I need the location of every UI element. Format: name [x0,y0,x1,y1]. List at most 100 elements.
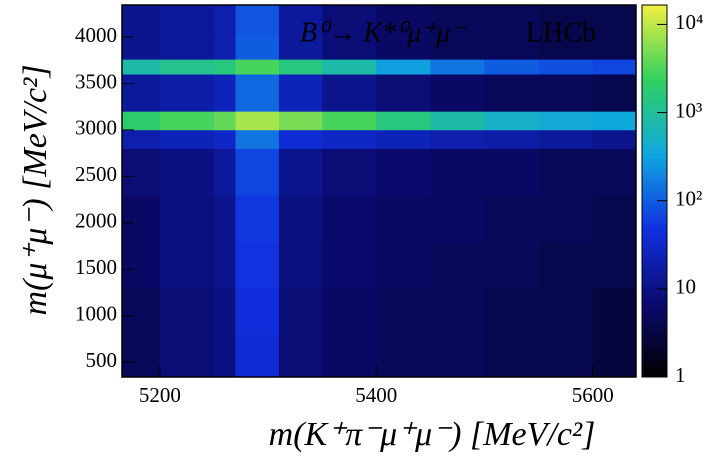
z-tick-label: 10⁴ [675,10,703,34]
cell [235,129,280,149]
cell [122,241,161,289]
cell [322,59,377,75]
colorbar-segment [642,56,667,62]
colorbar-segment [642,358,667,364]
cell [278,148,323,196]
cell [159,74,215,112]
y-tick-label: 3500 [75,69,117,93]
colorbar-segment [642,270,667,276]
colorbar-segment [642,223,667,229]
colorbar-segment [642,84,667,90]
cell [235,74,280,112]
cell [592,5,637,38]
z-tick-label: 10² [675,187,702,211]
colorbar-segment [642,42,667,48]
cell [484,287,539,335]
cell [278,334,323,378]
x-tick-label: 5200 [139,383,181,407]
cell [430,37,485,60]
cell [159,5,215,38]
colorbar-segment [642,158,667,164]
colorbar-segment [642,163,667,169]
colorbar-segment [642,107,667,113]
colorbar-segment [642,46,667,52]
colorbar-segment [642,344,667,350]
cell [235,287,280,335]
colorbar-segment [642,74,667,80]
cell [278,59,323,75]
colorbar-segment [642,79,667,85]
cell [213,59,236,75]
cell [376,241,431,289]
colorbar-segment [642,125,667,132]
cell [213,148,236,196]
cell [322,194,377,242]
colorbar-segment [642,256,667,262]
cell [122,5,161,38]
colorbar-segment [642,246,667,252]
cell [159,129,215,149]
cell [278,111,323,131]
colorbar-segment [642,167,667,173]
colorbar-segment [642,265,667,271]
x-tick-label: 5400 [355,383,397,407]
colorbar-segment [642,339,667,345]
cell [122,334,161,378]
colorbar-segment [642,307,667,313]
cell [484,129,539,149]
colorbar-segment [642,93,667,99]
cell [278,287,323,335]
cell [322,74,377,112]
cell [592,334,637,378]
cell [592,129,637,149]
cell [430,59,485,75]
colorbar-segment [642,200,667,206]
y-tick-label: 500 [86,348,118,372]
annotation: LHCb [526,17,596,48]
cell [538,287,594,335]
colorbar-segment [642,260,667,266]
x-tick-label: 5600 [572,383,614,407]
colorbar-segment [642,186,667,192]
cell [538,37,594,60]
cell [122,59,161,75]
cell [278,241,323,289]
cell [430,74,485,112]
cell [538,59,594,75]
colorbar-segment [642,191,667,197]
cell [159,287,215,335]
cell [538,148,594,196]
cell [592,287,637,335]
colorbar-segment [642,363,667,369]
cell [430,148,485,196]
cell [592,148,637,196]
colorbar-segment [642,102,667,108]
cell [484,37,539,60]
colorbar-segment [642,28,667,34]
cell [122,74,161,112]
cell [159,59,215,75]
cell [592,194,637,242]
colorbar-segment [642,288,667,294]
colorbar-segment [642,321,667,327]
colorbar-segment [642,325,667,331]
cell [278,37,323,60]
colorbar-segment [642,172,667,178]
colorbar-segment [642,130,667,136]
colorbar-segment [642,311,667,318]
cell [213,287,236,335]
cell [235,5,280,38]
cell [376,111,431,131]
colorbar-segment [642,144,667,150]
cell [538,129,594,149]
cell [322,111,377,131]
colorbar-segment [642,195,667,201]
cell [430,194,485,242]
colorbar-segment [642,209,667,215]
y-tick-label: 1000 [75,302,117,326]
cell [538,5,594,38]
cell [235,148,280,196]
colorbar-segment [642,316,667,322]
cell [376,287,431,335]
colorbar-segment [642,237,667,243]
